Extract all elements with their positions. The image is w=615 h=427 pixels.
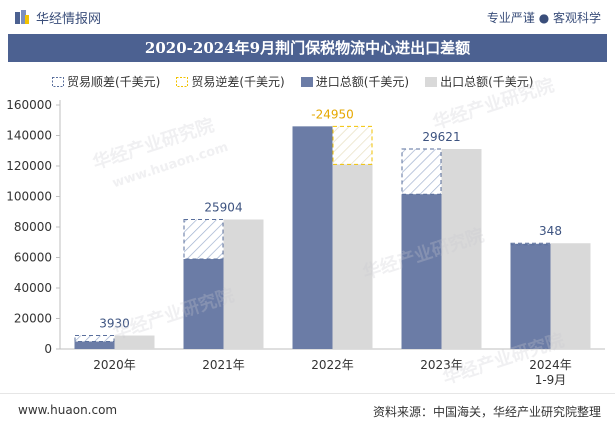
legend-swatch-export <box>425 76 438 87</box>
x-tick-label: 2021年 <box>202 358 245 372</box>
y-tick-label: 120000 <box>6 159 52 173</box>
balance-label: 29621 <box>422 130 460 144</box>
y-tick-label: 0 <box>44 342 52 356</box>
legend-label-import: 进口总额(千美元) <box>315 75 410 89</box>
legend-label-surplus: 贸易顺差(千美元) <box>67 75 161 89</box>
balance-label: -24950 <box>311 107 354 121</box>
x-tick-label: 2022年 <box>311 358 354 372</box>
y-tick-label: 140000 <box>6 129 52 143</box>
export-bar <box>332 164 373 349</box>
title-bar: 2020-2024年9月荆门保税物流中心进出口差额 <box>8 34 607 62</box>
balance-label: 348 <box>539 224 562 238</box>
logo-icon <box>15 10 29 24</box>
chart-title: 2020-2024年9月荆门保税物流中心进出口差额 <box>144 39 471 57</box>
footer-website: www.huaon.com <box>18 403 118 417</box>
y-tick-label: 60000 <box>14 251 52 265</box>
export-bar <box>441 149 482 349</box>
y-tick-label: 160000 <box>6 98 52 112</box>
deficit-box <box>332 125 373 165</box>
legend-item-surplus: 贸易顺差(千美元) <box>52 73 160 90</box>
legend-item-export: 出口总额(千美元) <box>425 73 534 90</box>
surplus-box <box>74 335 115 343</box>
x-tick-label: 2023年 <box>420 358 463 372</box>
legend-swatch-deficit <box>176 76 189 87</box>
logo-text: 华经情报网 <box>36 11 102 27</box>
x-tick-label: 1-9月 <box>535 373 567 387</box>
balance-label: 25904 <box>204 201 242 215</box>
surplus-box <box>401 148 442 195</box>
legend-item-import: 进口总额(千美元) <box>300 73 410 90</box>
x-tick-label: 2020年 <box>93 358 136 372</box>
y-tick-label: 100000 <box>6 190 52 204</box>
import-bar <box>510 243 551 349</box>
import-bar <box>401 194 442 349</box>
x-tick-label: 2024年 <box>529 358 572 372</box>
legend-swatch-import <box>300 76 313 87</box>
legend-swatch-surplus <box>52 76 64 87</box>
legend-label-export: 出口总额(千美元) <box>440 75 534 89</box>
import-bar <box>74 341 115 349</box>
y-tick-label: 80000 <box>14 220 52 234</box>
bar-chart: 0 20000 40000 60000 80000 100000 120000 140000 1… <box>6 98 605 387</box>
surplus-box <box>510 242 551 246</box>
export-bar <box>550 243 591 349</box>
chart-legend: 贸易顺差(千美元) 贸易逆差(千美元) 进口总额(千美元) 出口总额(千美元) <box>52 73 534 90</box>
import-bar <box>292 126 333 349</box>
legend-item-deficit: 贸易逆差(千美元) <box>176 73 285 90</box>
y-tick-label: 20000 <box>14 312 52 326</box>
legend-label-deficit: 贸易逆差(千美元) <box>191 75 285 89</box>
surplus-box <box>183 219 224 260</box>
tagline: 专业严谨 ● 客观科学 <box>486 11 601 25</box>
y-tick-label: 40000 <box>14 281 52 295</box>
import-bar <box>183 259 224 349</box>
export-bar <box>223 219 264 349</box>
footer: www.huaon.com 资料来源：中国海关，华经产业研究院整理 <box>0 393 615 427</box>
top-bar: 华经情报网 专业严谨 ● 客观科学 <box>0 0 615 34</box>
footer-source: 资料来源：中国海关，华经产业研究院整理 <box>372 405 601 419</box>
export-bar <box>114 335 155 349</box>
logo: 华经情报网 <box>14 8 102 27</box>
balance-label: 3930 <box>99 317 130 331</box>
